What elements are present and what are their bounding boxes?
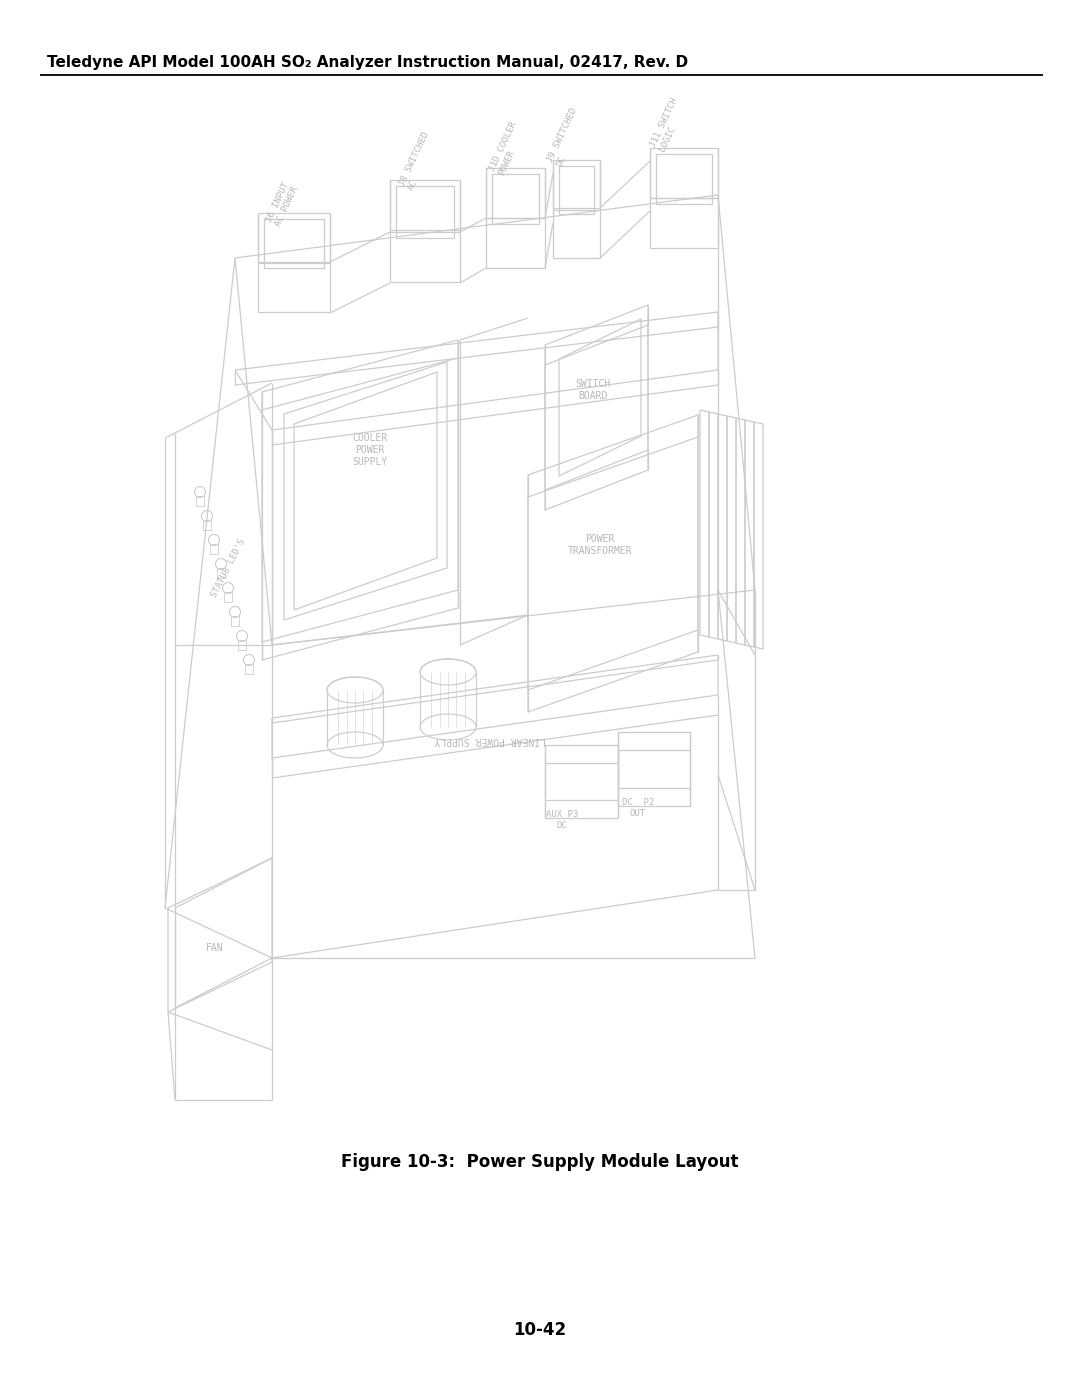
Text: Teledyne API Model 100AH SO₂ Analyzer Instruction Manual, 02417, Rev. D: Teledyne API Model 100AH SO₂ Analyzer In… — [48, 56, 688, 70]
Text: J8 SWITCHED
AC: J8 SWITCHED AC — [397, 130, 440, 191]
Text: J9 SWITCHED
DC: J9 SWITCHED DC — [545, 106, 588, 168]
Text: COOLER
POWER
SUPPLY: COOLER POWER SUPPLY — [352, 433, 388, 467]
Text: SWITCH
BOARD: SWITCH BOARD — [576, 379, 610, 401]
Text: POWER
TRANSFORMER: POWER TRANSFORMER — [568, 534, 632, 556]
Text: Figure 10-3:  Power Supply Module Layout: Figure 10-3: Power Supply Module Layout — [341, 1153, 739, 1171]
Text: J11 SWITCH
LOGIC: J11 SWITCH LOGIC — [648, 96, 689, 154]
Text: AUX P3
DC: AUX P3 DC — [545, 810, 578, 830]
Text: FAN: FAN — [206, 943, 224, 953]
Text: STATUS LED'S: STATUS LED'S — [210, 538, 246, 599]
Text: LINEAR POWER SUPPLY: LINEAR POWER SUPPLY — [434, 735, 545, 745]
Text: DC  P2
OUT: DC P2 OUT — [622, 798, 654, 817]
Text: J1D COOLER
POWER: J1D COOLER POWER — [487, 120, 528, 177]
Text: J6 INPUT
AC POWER: J6 INPUT AC POWER — [265, 180, 300, 228]
Text: 10-42: 10-42 — [513, 1322, 567, 1338]
